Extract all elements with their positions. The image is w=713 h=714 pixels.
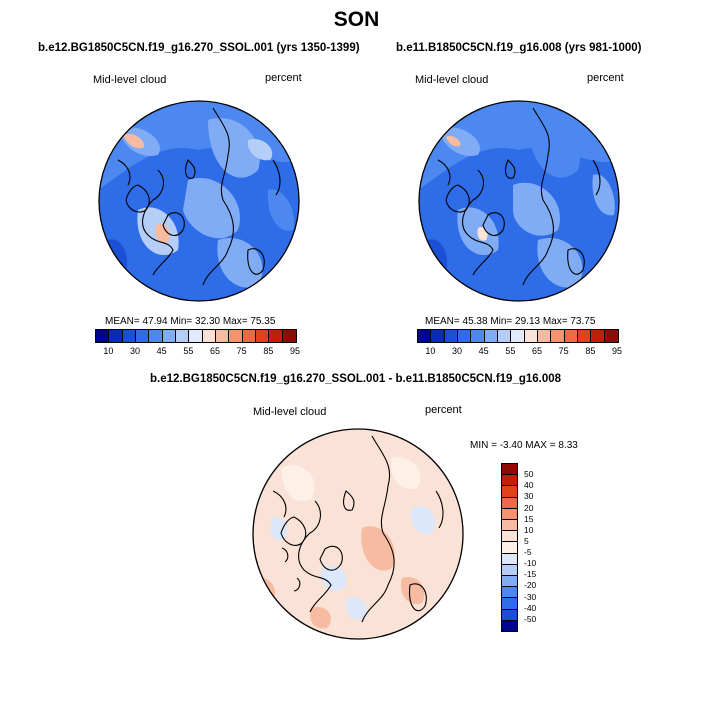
colorbar-swatch xyxy=(109,330,123,342)
colorbar-swatch xyxy=(604,330,618,342)
colorbar-swatch xyxy=(502,464,517,476)
panel-2-field-label: Mid-level cloud xyxy=(415,74,489,86)
colorbar-swatch xyxy=(215,330,230,342)
colorbar-tick-label: 45 xyxy=(156,346,167,356)
colorbar-tick-label: 30 xyxy=(451,346,463,356)
panel-2-units-label: percent xyxy=(587,72,624,84)
colorbar-swatch xyxy=(564,330,578,342)
colorbar-swatch xyxy=(511,330,525,342)
diff-case-title: b.e12.BG1850C5CN.f19_g16.270_SSOL.001 - … xyxy=(150,373,562,385)
colorbar-swatch xyxy=(502,564,517,577)
figure-title: SON xyxy=(333,8,380,31)
colorbar-tick-label: 85 xyxy=(263,346,274,356)
colorbar-swatch xyxy=(502,587,517,599)
colorbar-tick-label: 10 xyxy=(425,346,436,356)
colorbar-tick-label: 95 xyxy=(611,346,623,356)
colorbar-tick-label: -5 xyxy=(524,547,532,558)
colorbar-swatch xyxy=(175,330,190,342)
colorbar-tick-label: 15 xyxy=(524,513,534,524)
colorbar-swatch xyxy=(502,609,517,621)
colorbar-swatch xyxy=(502,520,517,532)
colorbar-tick-label: -10 xyxy=(524,558,537,569)
colorbar-tick-label: -50 xyxy=(524,613,537,624)
colorbar-tick-label: 40 xyxy=(524,480,534,491)
panel-1-field-label: Mid-level cloud xyxy=(93,74,167,86)
colorbar-swatch xyxy=(502,486,517,498)
colorbar-swatch xyxy=(162,330,176,342)
panel-1-colorbar-ticks: 10 30 45 55 65 75 85 95 xyxy=(95,346,300,358)
colorbar-swatch xyxy=(135,330,150,342)
diff-colorbar xyxy=(501,463,518,632)
colorbar-swatch xyxy=(189,330,203,342)
panel-1-units-label: percent xyxy=(265,72,302,84)
panel-2-polar-map xyxy=(418,100,620,302)
panel-2-colorbar xyxy=(417,329,619,343)
colorbar-swatch xyxy=(202,330,216,342)
panel-1-case-title: b.e12.BG1850C5CN.f19_g16.270_SSOL.001 (y… xyxy=(38,42,360,54)
colorbar-tick-label: 30 xyxy=(524,491,534,502)
colorbar-swatch xyxy=(502,475,517,487)
colorbar-swatch xyxy=(577,330,592,342)
panel-2-colorbar-ticks: 10 30 45 55 65 75 85 95 xyxy=(417,346,622,358)
colorbar-tick-label: 65 xyxy=(531,346,543,356)
colorbar-tick-label: 10 xyxy=(524,524,534,535)
colorbar-tick-label: 75 xyxy=(236,346,247,356)
diff-units-label: percent xyxy=(425,404,462,416)
colorbar-tick-label: 10 xyxy=(103,346,114,356)
colorbar-tick-label: -30 xyxy=(524,591,537,602)
colorbar-swatch xyxy=(502,598,517,610)
colorbar-tick-label: 5 xyxy=(524,535,529,546)
colorbar-swatch xyxy=(149,330,163,342)
colorbar-swatch xyxy=(484,330,498,342)
colorbar-tick-label: 95 xyxy=(289,346,301,356)
colorbar-tick-label: 45 xyxy=(478,346,489,356)
diff-colorbar-ticks: 50 40 30 20 15 10 5 -5 -10 -15 -20 -30 -40 -50 xyxy=(524,463,554,630)
colorbar-tick-label: 50 xyxy=(524,469,534,480)
diff-polar-map xyxy=(252,428,464,640)
colorbar-swatch xyxy=(502,576,517,588)
colorbar-swatch xyxy=(282,330,296,342)
colorbar-swatch xyxy=(551,330,565,342)
colorbar-tick-label: 55 xyxy=(183,346,194,356)
colorbar-swatch xyxy=(229,330,243,342)
colorbar-tick-label: -15 xyxy=(524,569,537,580)
colorbar-tick-label: 85 xyxy=(585,346,596,356)
colorbar-swatch xyxy=(497,330,512,342)
colorbar-swatch xyxy=(502,542,517,554)
colorbar-tick-label: 30 xyxy=(129,346,141,356)
colorbar-swatch xyxy=(502,531,517,543)
colorbar-tick-label: 65 xyxy=(209,346,221,356)
colorbar-tick-label: 55 xyxy=(505,346,516,356)
panel-1-colorbar xyxy=(95,329,297,343)
panel-1-polar-map xyxy=(98,100,300,302)
colorbar-tick-label: 75 xyxy=(558,346,569,356)
colorbar-swatch xyxy=(269,330,283,342)
colorbar-swatch xyxy=(242,330,256,342)
colorbar-swatch xyxy=(524,330,538,342)
colorbar-swatch xyxy=(537,330,552,342)
panel-2-stats: MEAN= 45.38 Min= 29.13 Max= 73.75 xyxy=(425,316,596,327)
colorbar-swatch xyxy=(502,497,517,509)
colorbar-swatch xyxy=(471,330,485,342)
panel-2-case-title: b.e11.B1850C5CN.f19_g16.008 (yrs 981-100… xyxy=(396,42,642,54)
colorbar-swatch xyxy=(418,330,432,342)
colorbar-tick-label: 20 xyxy=(524,502,534,513)
colorbar-tick-label: -20 xyxy=(524,580,537,591)
colorbar-swatch xyxy=(502,620,517,632)
colorbar-swatch xyxy=(255,330,270,342)
panel-1-stats: MEAN= 47.94 Min= 32.30 Max= 75.35 xyxy=(105,316,276,327)
colorbar-tick-label: -40 xyxy=(524,602,537,613)
colorbar-swatch xyxy=(457,330,472,342)
diff-stats: MIN = -3.40 MAX = 8.33 xyxy=(470,440,578,451)
colorbar-swatch xyxy=(431,330,445,342)
colorbar-swatch xyxy=(502,553,517,565)
diff-field-label: Mid-level cloud xyxy=(253,406,327,418)
colorbar-swatch xyxy=(122,330,136,342)
colorbar-swatch xyxy=(96,330,110,342)
colorbar-swatch xyxy=(502,508,517,521)
colorbar-swatch xyxy=(591,330,605,342)
colorbar-swatch xyxy=(444,330,458,342)
